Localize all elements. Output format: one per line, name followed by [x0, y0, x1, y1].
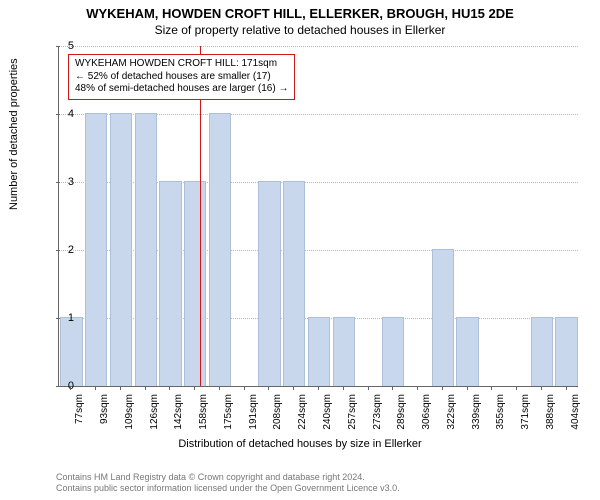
x-tick-label: 322sqm — [446, 394, 457, 430]
x-axis-label: Distribution of detached houses by size … — [0, 438, 600, 450]
bar — [135, 113, 157, 386]
x-tick-label: 355sqm — [495, 394, 506, 430]
x-tick-label: 273sqm — [372, 394, 383, 430]
x-tick-label: 109sqm — [124, 394, 135, 430]
footer-line: Contains HM Land Registry data © Crown c… — [56, 472, 400, 483]
bar — [333, 317, 355, 386]
bar — [85, 113, 107, 386]
bar — [432, 249, 454, 386]
y-tick-label: 1 — [68, 312, 74, 324]
bar — [159, 181, 181, 386]
y-tick-label: 5 — [68, 40, 74, 52]
x-tick-label: 142sqm — [173, 394, 184, 430]
x-tick-label: 158sqm — [198, 394, 209, 430]
footer-attribution: Contains HM Land Registry data © Crown c… — [56, 472, 400, 495]
annotation-box: WYKEHAM HOWDEN CROFT HILL: 171sqm ← 52% … — [68, 54, 295, 100]
bar — [209, 113, 231, 386]
y-tick-label: 4 — [68, 108, 74, 120]
bar — [110, 113, 132, 386]
x-tick-label: 191sqm — [248, 394, 259, 430]
y-tick-label: 3 — [68, 176, 74, 188]
bar — [456, 317, 478, 386]
x-tick-label: 77sqm — [74, 394, 85, 424]
footer-line: Contains public sector information licen… — [56, 483, 400, 494]
chart-title-main: WYKEHAM, HOWDEN CROFT HILL, ELLERKER, BR… — [0, 0, 600, 21]
annotation-line: ← 52% of detached houses are smaller (17… — [75, 71, 288, 84]
bar — [184, 181, 206, 386]
x-tick-label: 208sqm — [272, 394, 283, 430]
x-tick-label: 126sqm — [149, 394, 160, 430]
x-tick-label: 257sqm — [347, 394, 358, 430]
y-tick-label: 2 — [68, 244, 74, 256]
x-tick-label: 306sqm — [421, 394, 432, 430]
x-tick-label: 224sqm — [297, 394, 308, 430]
bar — [258, 181, 280, 386]
bar — [382, 317, 404, 386]
bar — [555, 317, 577, 386]
x-tick-label: 339sqm — [471, 394, 482, 430]
x-tick-label: 175sqm — [223, 394, 234, 430]
x-tick-label: 371sqm — [520, 394, 531, 430]
chart-title-sub: Size of property relative to detached ho… — [0, 21, 600, 37]
bar — [531, 317, 553, 386]
bar — [60, 317, 82, 386]
x-tick-label: 93sqm — [99, 394, 110, 424]
x-tick-label: 404sqm — [570, 394, 581, 430]
x-tick-label: 388sqm — [545, 394, 556, 430]
bar — [283, 181, 305, 386]
annotation-line: WYKEHAM HOWDEN CROFT HILL: 171sqm — [75, 58, 288, 71]
annotation-line: 48% of semi-detached houses are larger (… — [75, 83, 288, 96]
x-tick-label: 240sqm — [322, 394, 333, 430]
x-tick-label: 289sqm — [396, 394, 407, 430]
bar — [308, 317, 330, 386]
y-axis-label: Number of detached properties — [8, 58, 20, 210]
